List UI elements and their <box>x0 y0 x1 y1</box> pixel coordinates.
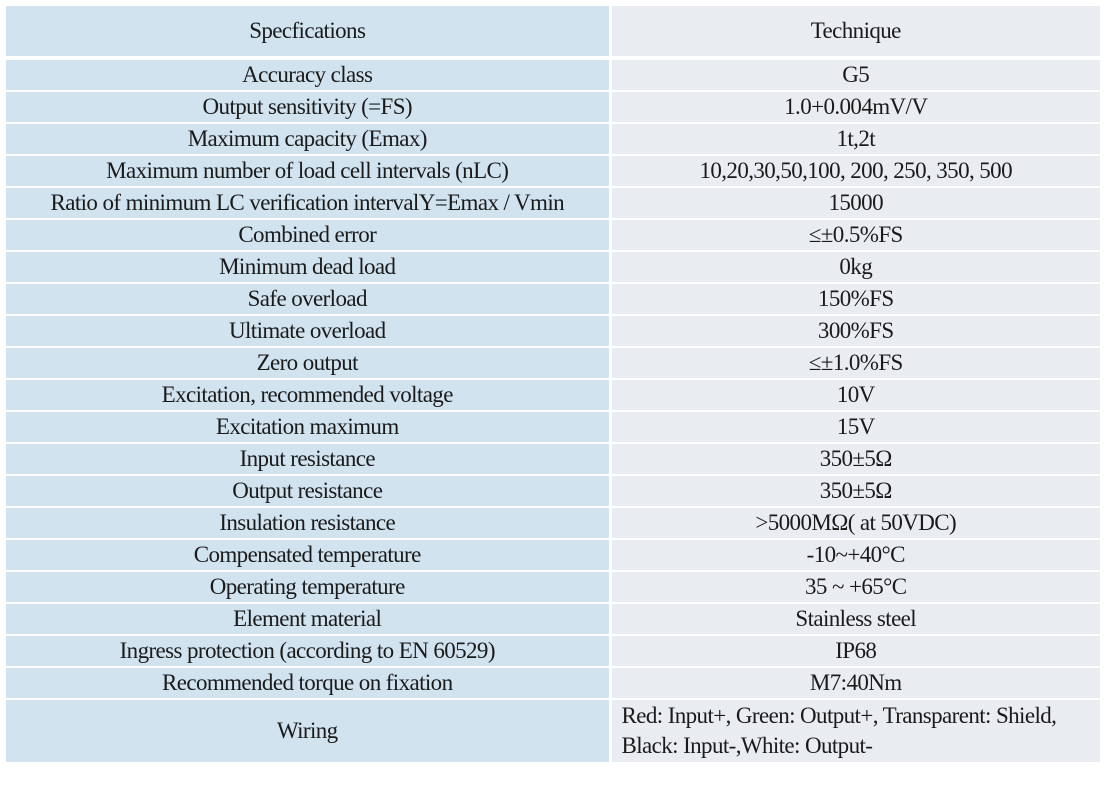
spec-value: 0kg <box>610 251 1100 284</box>
spec-label: Excitation maximum <box>6 411 612 444</box>
spec-label: Maximum capacity (Emax) <box>6 123 612 156</box>
table-row: Input resistance 350±5Ω <box>6 443 1100 476</box>
spec-label: Output resistance <box>6 475 612 508</box>
table-header-row: Specfications Technique <box>6 6 1100 60</box>
table-row: Output sensitivity (=FS) 1.0+0.004mV/V <box>6 91 1100 124</box>
spec-label: Compensated temperature <box>6 539 612 572</box>
spec-label: Recommended torque on fixation <box>6 667 612 700</box>
wiring-line-2: Black: Input-,White: Output- <box>621 733 873 758</box>
spec-label: Ultimate overload <box>6 315 612 348</box>
spec-value: 15V <box>610 411 1100 444</box>
spec-value: 35 ~ +65°C <box>610 571 1100 604</box>
spec-value: 350±5Ω <box>610 443 1100 476</box>
table-row: Operating temperature 35 ~ +65°C <box>6 571 1100 604</box>
spec-label: Zero output <box>6 347 612 380</box>
spec-value: M7:40Nm <box>610 667 1100 700</box>
table-row: Insulation resistance >5000MΩ( at 50VDC) <box>6 507 1100 540</box>
wiring-label: Wiring <box>6 699 612 762</box>
spec-label: Minimum dead load <box>6 251 612 284</box>
table-row: Maximum number of load cell intervals (n… <box>6 155 1100 188</box>
spec-label: Input resistance <box>6 443 612 476</box>
spec-label: Ratio of minimum LC verification interva… <box>6 187 612 220</box>
header-specifications: Specfications <box>6 6 612 60</box>
table-row: Ultimate overload 300%FS <box>6 315 1100 348</box>
specifications-table: Specfications Technique Accuracy class G… <box>6 6 1100 762</box>
table-row: Excitation, recommended voltage 10V <box>6 379 1100 412</box>
spec-value: 150%FS <box>610 283 1100 316</box>
spec-label: Element material <box>6 603 612 636</box>
table-row: Zero output ≤±1.0%FS <box>6 347 1100 380</box>
spec-label: Output sensitivity (=FS) <box>6 91 612 124</box>
spec-label: Operating temperature <box>6 571 612 604</box>
spec-value: ≤±1.0%FS <box>610 347 1100 380</box>
spec-label: Excitation, recommended voltage <box>6 379 612 412</box>
spec-value: 350±5Ω <box>610 475 1100 508</box>
spec-value: 300%FS <box>610 315 1100 348</box>
table-row: Element material Stainless steel <box>6 603 1100 636</box>
spec-value: IP68 <box>610 635 1100 668</box>
spec-value: G5 <box>610 58 1100 92</box>
wiring-line-1: Red: Input+, Green: Output+, Transparent… <box>621 703 1057 728</box>
table-row: Excitation maximum 15V <box>6 411 1100 444</box>
spec-value: 1.0+0.004mV/V <box>610 91 1100 124</box>
spec-label: Maximum number of load cell intervals (n… <box>6 155 612 188</box>
table-row: Minimum dead load 0kg <box>6 251 1100 284</box>
wiring-row: Wiring Red: Input+, Green: Output+, Tran… <box>6 699 1100 762</box>
spec-value: 10V <box>610 379 1100 412</box>
spec-label: Accuracy class <box>6 58 612 92</box>
table-row: Combined error ≤±0.5%FS <box>6 219 1100 252</box>
spec-label: Combined error <box>6 219 612 252</box>
table-row: Accuracy class G5 <box>6 58 1100 92</box>
table-row: Output resistance 350±5Ω <box>6 475 1100 508</box>
spec-value: ≤±0.5%FS <box>610 219 1100 252</box>
table-row: Recommended torque on fixation M7:40Nm <box>6 667 1100 700</box>
table-row: Ingress protection (according to EN 6052… <box>6 635 1100 668</box>
table-row: Ratio of minimum LC verification interva… <box>6 187 1100 220</box>
spec-value: 1t,2t <box>610 123 1100 156</box>
spec-value: 15000 <box>610 187 1100 220</box>
spec-value: >5000MΩ( at 50VDC) <box>610 507 1100 540</box>
header-technique: Technique <box>610 6 1100 60</box>
spec-label: Ingress protection (according to EN 6052… <box>6 635 612 668</box>
spec-value: -10~+40°C <box>610 539 1100 572</box>
spec-value: Stainless steel <box>610 603 1100 636</box>
table-row: Compensated temperature -10~+40°C <box>6 539 1100 572</box>
spec-label: Insulation resistance <box>6 507 612 540</box>
spec-label: Safe overload <box>6 283 612 316</box>
wiring-value: Red: Input+, Green: Output+, Transparent… <box>610 699 1100 762</box>
spec-value: 10,20,30,50,100, 200, 250, 350, 500 <box>610 155 1100 188</box>
table-row: Maximum capacity (Emax) 1t,2t <box>6 123 1100 156</box>
table-row: Safe overload 150%FS <box>6 283 1100 316</box>
